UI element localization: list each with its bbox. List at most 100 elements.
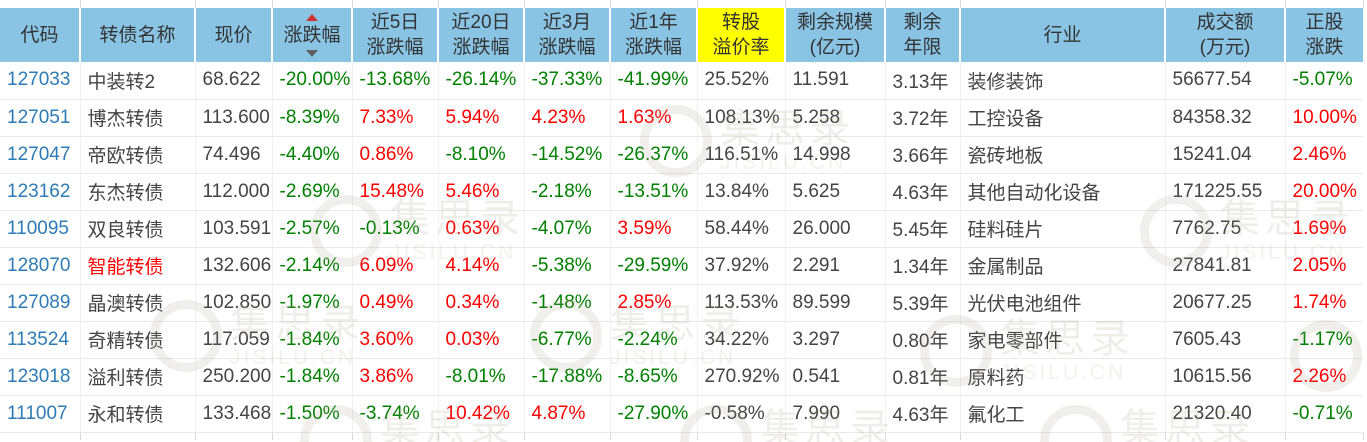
partial-cell <box>697 0 786 8</box>
bond-name-link[interactable]: 博杰转债 <box>87 109 164 130</box>
bond-name-cell[interactable]: 晶澳转债 <box>80 284 196 322</box>
col-header-code[interactable]: 代码 <box>0 8 81 62</box>
bond-code-link[interactable]: 123018 <box>0 358 81 396</box>
col-header-chg1y[interactable]: 近1年 涨跌幅 <box>610 8 698 62</box>
chg20-value: 0.63% <box>445 217 500 239</box>
bond-name-cell[interactable]: 双良转债 <box>80 210 196 248</box>
chg5-cell: 7.33% <box>352 99 439 137</box>
table-row: 111007 永和转债 133.468 -1.50% -3.74% 10.42%… <box>0 395 1363 433</box>
bond-name-cell[interactable]: 溢利转债 <box>80 358 196 396</box>
chg1y-value: -8.65% <box>617 365 678 387</box>
bond-code-link[interactable]: 113524 <box>0 321 81 359</box>
bond-name-cell[interactable]: 奇精转债 <box>80 321 196 359</box>
stock-chg-cell: 1.69% <box>1285 210 1363 248</box>
chg-cell: -1.84% <box>272 321 353 359</box>
bond-name-link[interactable]: 智能转债 <box>87 257 164 278</box>
bond-name-cell[interactable]: 东杰转债 <box>80 173 196 211</box>
bond-name-cell[interactable]: 帝欧转债 <box>80 136 196 174</box>
partial-cell <box>1165 432 1286 440</box>
bond-name-link[interactable]: 永和转债 <box>87 405 164 426</box>
bond-code-link[interactable]: 110095 <box>0 210 81 248</box>
col-header-chg[interactable]: 涨跌幅 <box>272 8 353 62</box>
chg20-cell: -8.10% <box>438 136 525 174</box>
chg-cell: -2.57% <box>272 210 353 248</box>
table-row: 110095 双良转债 103.591 -2.57% -0.13% 0.63% … <box>0 210 1363 248</box>
bond-name-link[interactable]: 东杰转债 <box>87 183 164 204</box>
chg-cell: -1.84% <box>272 358 353 396</box>
bond-name-link[interactable]: 奇精转债 <box>87 331 164 352</box>
sort-desc-icon[interactable] <box>306 49 318 57</box>
bond-code-link[interactable]: 127047 <box>0 136 81 174</box>
chg5-value: -3.74% <box>359 402 420 424</box>
bond-name-link[interactable]: 双良转债 <box>87 220 164 241</box>
bond-name-cell[interactable]: 博杰转债 <box>80 99 196 137</box>
bond-name-cell[interactable]: 中装转2 <box>80 62 196 100</box>
col-header-name[interactable]: 转债名称 <box>80 8 196 62</box>
chg5-cell: 6.09% <box>352 247 439 285</box>
years-cell: 3.66年 <box>885 136 961 174</box>
col-label: 剩余规模 <box>796 12 873 33</box>
chg20-value: -26.14% <box>445 69 517 91</box>
chg5-value: 15.48% <box>359 180 424 202</box>
chg-value: -8.39% <box>279 106 340 128</box>
turnover-cell: 27841.81 <box>1165 247 1286 285</box>
col-header-premium-highlighted[interactable]: 转股 溢价率 <box>697 8 786 62</box>
chg-cell: -20.00% <box>272 62 353 100</box>
chg1y-value: 1.63% <box>617 106 672 128</box>
bond-code-link[interactable]: 123162 <box>0 173 81 211</box>
chg-cell: -1.97% <box>272 284 353 322</box>
partial-cell <box>524 432 611 440</box>
chg3m-cell: -17.88% <box>524 358 611 396</box>
col-header-price[interactable]: 现价 <box>195 8 273 62</box>
col-header-size[interactable]: 剩余规模 (亿元) <box>785 8 886 62</box>
col-header-turnover[interactable]: 成交额 (万元) <box>1165 8 1286 62</box>
premium-cell: 34.22% <box>697 321 786 359</box>
chg5-value: 6.09% <box>359 254 414 276</box>
chg3m-value: -4.07% <box>531 217 592 239</box>
col-label: 近5日 <box>370 12 420 33</box>
stock-chg-cell: -0.71% <box>1285 395 1363 433</box>
size-cell: 26.000 <box>785 210 886 248</box>
partial-cell <box>524 0 611 8</box>
bond-name-cell[interactable]: 永和转债 <box>80 395 196 433</box>
chg1y-cell: -26.37% <box>610 136 698 174</box>
years-cell: 4.63年 <box>885 173 961 211</box>
bond-code-link[interactable]: 128070 <box>0 247 81 285</box>
bond-name-link[interactable]: 溢利转债 <box>87 368 164 389</box>
col-header-industry[interactable]: 行业 <box>960 8 1166 62</box>
col-label: 正股 <box>1305 12 1344 33</box>
industry-cell: 瓷砖地板 <box>960 136 1166 174</box>
col-label: 现价 <box>214 24 253 46</box>
bond-name-link[interactable]: 晶澳转债 <box>87 294 164 315</box>
col-header-stock[interactable]: 正股 涨跌 <box>1285 8 1363 62</box>
table-header-row: 代码 转债名称 现价 涨跌幅 近5日 涨跌幅 <box>0 8 1363 62</box>
chg20-cell: -26.14% <box>438 62 525 100</box>
bond-code-link[interactable]: 127089 <box>0 284 81 322</box>
bond-name-cell[interactable]: 智能转债 <box>80 247 196 285</box>
years-cell: 5.39年 <box>885 284 961 322</box>
premium-cell: 37.92% <box>697 247 786 285</box>
col-header-chg5[interactable]: 近5日 涨跌幅 <box>352 8 439 62</box>
table-row: 127051 博杰转债 113.600 -8.39% 7.33% 5.94% 4… <box>0 99 1363 137</box>
bond-code-link[interactable]: 111007 <box>0 395 81 433</box>
chg-value: -2.57% <box>279 217 340 239</box>
col-label: 代码 <box>20 24 59 46</box>
chg3m-cell: -6.77% <box>524 321 611 359</box>
bond-code-link[interactable]: 127051 <box>0 99 81 137</box>
turnover-cell: 7762.75 <box>1165 210 1286 248</box>
chg3m-cell: -1.48% <box>524 284 611 322</box>
col-header-chg20[interactable]: 近20日 涨跌幅 <box>438 8 525 62</box>
col-header-chg3m[interactable]: 近3月 涨跌幅 <box>524 8 611 62</box>
bond-name-link[interactable]: 帝欧转债 <box>87 146 164 167</box>
bond-code-link[interactable]: 127033 <box>0 62 81 100</box>
chg1y-cell: -13.51% <box>610 173 698 211</box>
col-header-years[interactable]: 剩余 年限 <box>885 8 961 62</box>
bond-name-link[interactable]: 中装转2 <box>87 71 156 93</box>
sort-asc-icon[interactable] <box>306 13 318 21</box>
partial-cell <box>960 432 1166 440</box>
col-label: 剩余 <box>903 12 942 33</box>
chg1y-cell: 2.85% <box>610 284 698 322</box>
stock-chg-value: 2.05% <box>1292 254 1347 276</box>
chg-value: -1.84% <box>279 328 340 350</box>
turnover-cell: 171225.55 <box>1165 173 1286 211</box>
